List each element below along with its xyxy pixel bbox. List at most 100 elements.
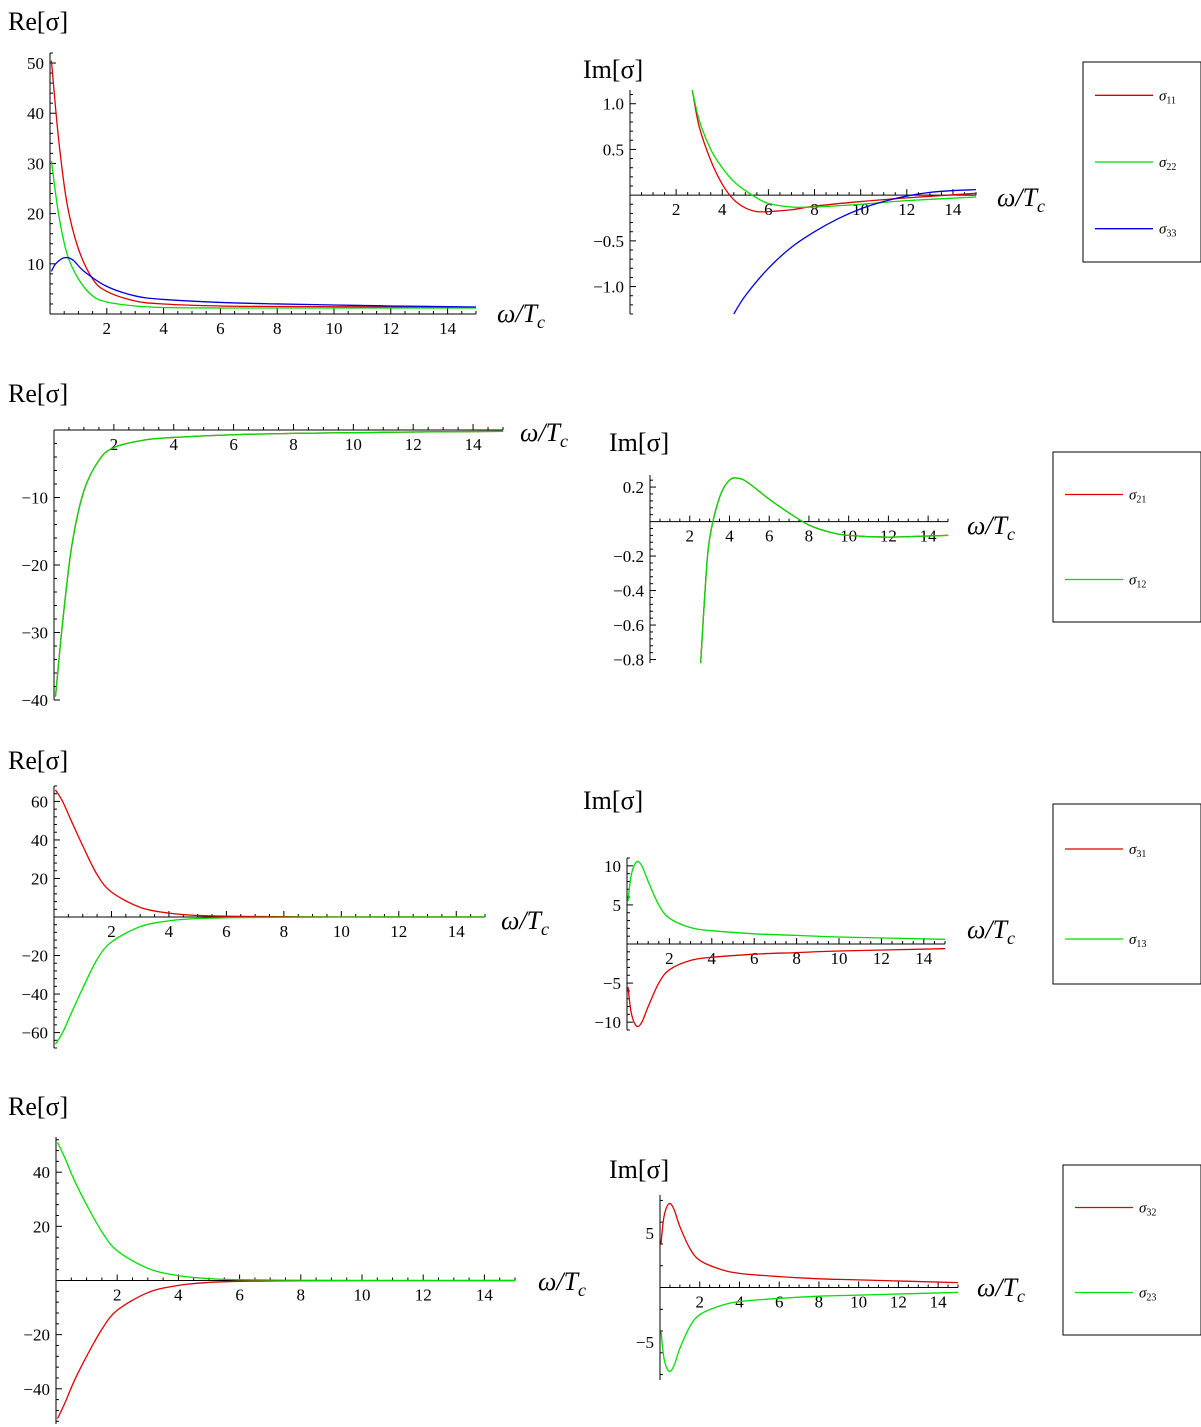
x-tick-label: 8 [815, 1293, 824, 1312]
x-tick-label: 14 [915, 949, 933, 968]
y-tick-label: 20 [33, 1217, 50, 1236]
legend-label: σ23 [1139, 1286, 1156, 1304]
y-tick-label: −0.5 [593, 232, 624, 251]
x-tick-label: 8 [792, 949, 801, 968]
series-line-σ11 [50, 60, 477, 308]
series-line-σ33 [50, 256, 477, 308]
x-axis-label: ω/Tc [520, 418, 568, 451]
x-tick-label: 14 [439, 319, 457, 338]
series-line-σ11 [691, 89, 977, 213]
x-tick-label: 12 [873, 949, 890, 968]
series-line-σ33 [733, 189, 977, 315]
y-axis-label: Re[σ] [8, 746, 68, 775]
x-axis-label: ω/Tc [967, 511, 1015, 544]
x-tick-label: 12 [880, 527, 897, 546]
x-tick-label: 6 [222, 922, 231, 941]
legend-label: σ13 [1129, 932, 1146, 950]
y-tick-label: −5 [636, 1333, 654, 1352]
x-tick-label: 6 [235, 1286, 244, 1305]
y-tick-label: 1.0 [603, 95, 624, 114]
y-tick-label: −0.6 [613, 616, 644, 635]
y-tick-label: 5 [613, 896, 622, 915]
y-tick-label: 40 [31, 831, 48, 850]
y-tick-label: −40 [23, 1380, 50, 1399]
legend-label: σ22 [1159, 155, 1176, 173]
series-line-σ13 [54, 916, 486, 1045]
x-axis-label: ω/Tc [501, 906, 549, 939]
y-tick-label: 20 [31, 869, 48, 888]
x-tick-label: 8 [297, 1286, 306, 1305]
y-axis-label: Re[σ] [8, 7, 68, 36]
series-line-σ22 [50, 160, 476, 309]
x-tick-label: 6 [765, 527, 774, 546]
x-tick-label: 14 [930, 1293, 948, 1312]
x-tick-label: 6 [216, 319, 225, 338]
legend-row2: σ21 σ12 [1052, 451, 1201, 623]
series-line-σ21 [54, 430, 504, 697]
x-tick-label: 6 [764, 200, 773, 219]
y-tick-label: −30 [21, 624, 48, 643]
x-tick-label: 8 [805, 527, 814, 546]
x-tick-label: 12 [415, 1286, 432, 1305]
y-tick-label: 10 [604, 857, 621, 876]
x-tick-label: 2 [107, 922, 116, 941]
x-tick-label: 2 [103, 319, 112, 338]
x-axis-label: ω/Tc [538, 1267, 586, 1300]
x-tick-label: 10 [831, 949, 848, 968]
y-tick-label: 5 [646, 1224, 655, 1243]
panel-p2re: 2 4 6 8 10 12 14 −40 −30 −20 −10 Re[σ] ω/Tc [8, 379, 568, 710]
x-tick-label: 10 [354, 1286, 371, 1305]
y-axis-label: Re[σ] [8, 1092, 68, 1121]
series-line-σ23 [56, 1142, 516, 1282]
x-tick-label: 14 [448, 922, 466, 941]
x-tick-label: 6 [750, 949, 759, 968]
x-tick-label: 10 [333, 922, 350, 941]
legend-label: σ32 [1139, 1201, 1156, 1219]
x-tick-label: 4 [718, 200, 727, 219]
x-tick-label: 6 [229, 435, 238, 454]
x-tick-label: 10 [326, 319, 343, 338]
y-tick-label: 0.2 [623, 478, 644, 497]
x-tick-label: 2 [695, 1293, 704, 1312]
panel-p2im: 2 4 6 8 10 12 14−0.8−0.6−0.4−0.20.2Im[σ]ω/Tc [609, 428, 1015, 670]
legend-row4: σ32 σ23 [1062, 1164, 1201, 1336]
y-tick-label: −0.4 [613, 582, 644, 601]
y-axis-label: Im[σ] [583, 786, 643, 815]
x-tick-label: 2 [110, 435, 119, 454]
legend-row1: σ11 σ22 σ33 [1082, 61, 1201, 263]
y-axis-label: Im[σ] [609, 428, 669, 457]
y-tick-label: −0.2 [613, 547, 644, 566]
x-axis-label: ω/Tc [997, 183, 1045, 216]
series-line-σ32 [56, 1279, 516, 1419]
y-tick-label: −5 [603, 974, 621, 993]
series-line-σ23 [660, 1291, 959, 1373]
panel-p3im: 2 4 6 8 10 12 14 −10 −5 5 10 Im[σ] ω/Tc [583, 786, 1015, 1032]
x-tick-label: 10 [345, 435, 362, 454]
series-line-σ31 [54, 789, 486, 918]
legend-box [1052, 451, 1201, 623]
panel-p1re: 2 4 6 8 10 12 14 10 20 30 40 50 Re[σ] ω/Tc [8, 7, 545, 338]
y-tick-label: 10 [27, 255, 44, 274]
x-tick-label: 12 [390, 922, 407, 941]
y-tick-label: −0.8 [613, 651, 644, 670]
y-tick-label: −60 [21, 1024, 48, 1043]
x-tick-label: 10 [852, 200, 869, 219]
x-tick-label: 8 [280, 922, 289, 941]
x-tick-label: 4 [725, 527, 734, 546]
y-axis-label: Im[σ] [609, 1155, 669, 1184]
series-line-σ21 [700, 477, 949, 664]
x-tick-label: 12 [382, 319, 399, 338]
x-tick-label: 2 [113, 1286, 122, 1305]
legend-label: σ21 [1129, 488, 1146, 506]
legend-box [1052, 803, 1201, 985]
x-tick-label: 14 [465, 435, 483, 454]
y-tick-label: −10 [594, 1013, 621, 1032]
y-tick-label: −1.0 [593, 278, 624, 297]
x-tick-label: 4 [169, 435, 178, 454]
series-line-σ13 [627, 860, 946, 940]
x-tick-label: 6 [775, 1293, 784, 1312]
x-tick-label: 4 [174, 1286, 183, 1305]
x-tick-label: 14 [476, 1286, 494, 1305]
x-tick-label: 2 [672, 200, 681, 219]
